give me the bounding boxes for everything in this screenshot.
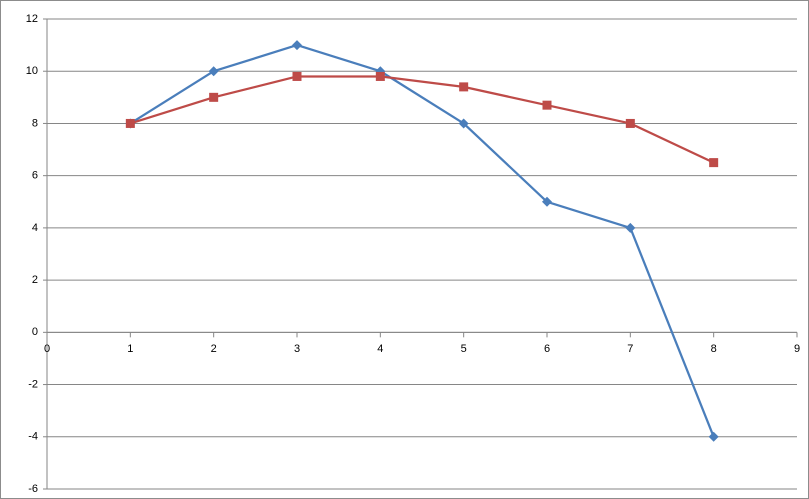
x-tick-label: 7: [627, 343, 633, 355]
marker: [208, 66, 219, 77]
y-tick-label: 8: [32, 117, 38, 129]
marker: [542, 196, 552, 207]
marker: [459, 82, 469, 92]
marker: [458, 118, 469, 129]
marker: [625, 222, 636, 233]
marker: [375, 71, 385, 81]
marker: [292, 71, 302, 81]
y-tick-label: 2: [32, 274, 38, 286]
marker: [209, 92, 219, 102]
x-tick-label: 0: [44, 343, 50, 355]
marker: [625, 118, 635, 128]
x-tick-label: 1: [127, 343, 133, 355]
marker: [709, 158, 719, 168]
y-tick-label: 4: [32, 222, 38, 234]
y-tick-label: 10: [26, 65, 38, 77]
marker: [708, 431, 719, 442]
x-tick-label: 6: [544, 343, 550, 355]
x-tick-label: 9: [794, 343, 800, 355]
y-tick-label: -6: [28, 483, 38, 495]
x-tick-label: 4: [377, 343, 383, 355]
y-tick-label: 6: [32, 170, 38, 182]
y-tick-label: -2: [28, 378, 38, 390]
x-tick-label: 8: [711, 343, 717, 355]
y-tick-label: 12: [26, 13, 38, 25]
marker: [125, 118, 135, 128]
series-line: [129, 75, 715, 164]
x-tick-label: 2: [211, 343, 217, 355]
marker: [542, 100, 552, 110]
x-tick-label: 5: [461, 343, 467, 355]
y-tick-label: 0: [32, 326, 38, 338]
y-tick-label: -4: [28, 431, 38, 443]
series-line: [129, 43, 715, 438]
x-tick-label: 3: [294, 343, 300, 355]
marker: [292, 40, 302, 51]
